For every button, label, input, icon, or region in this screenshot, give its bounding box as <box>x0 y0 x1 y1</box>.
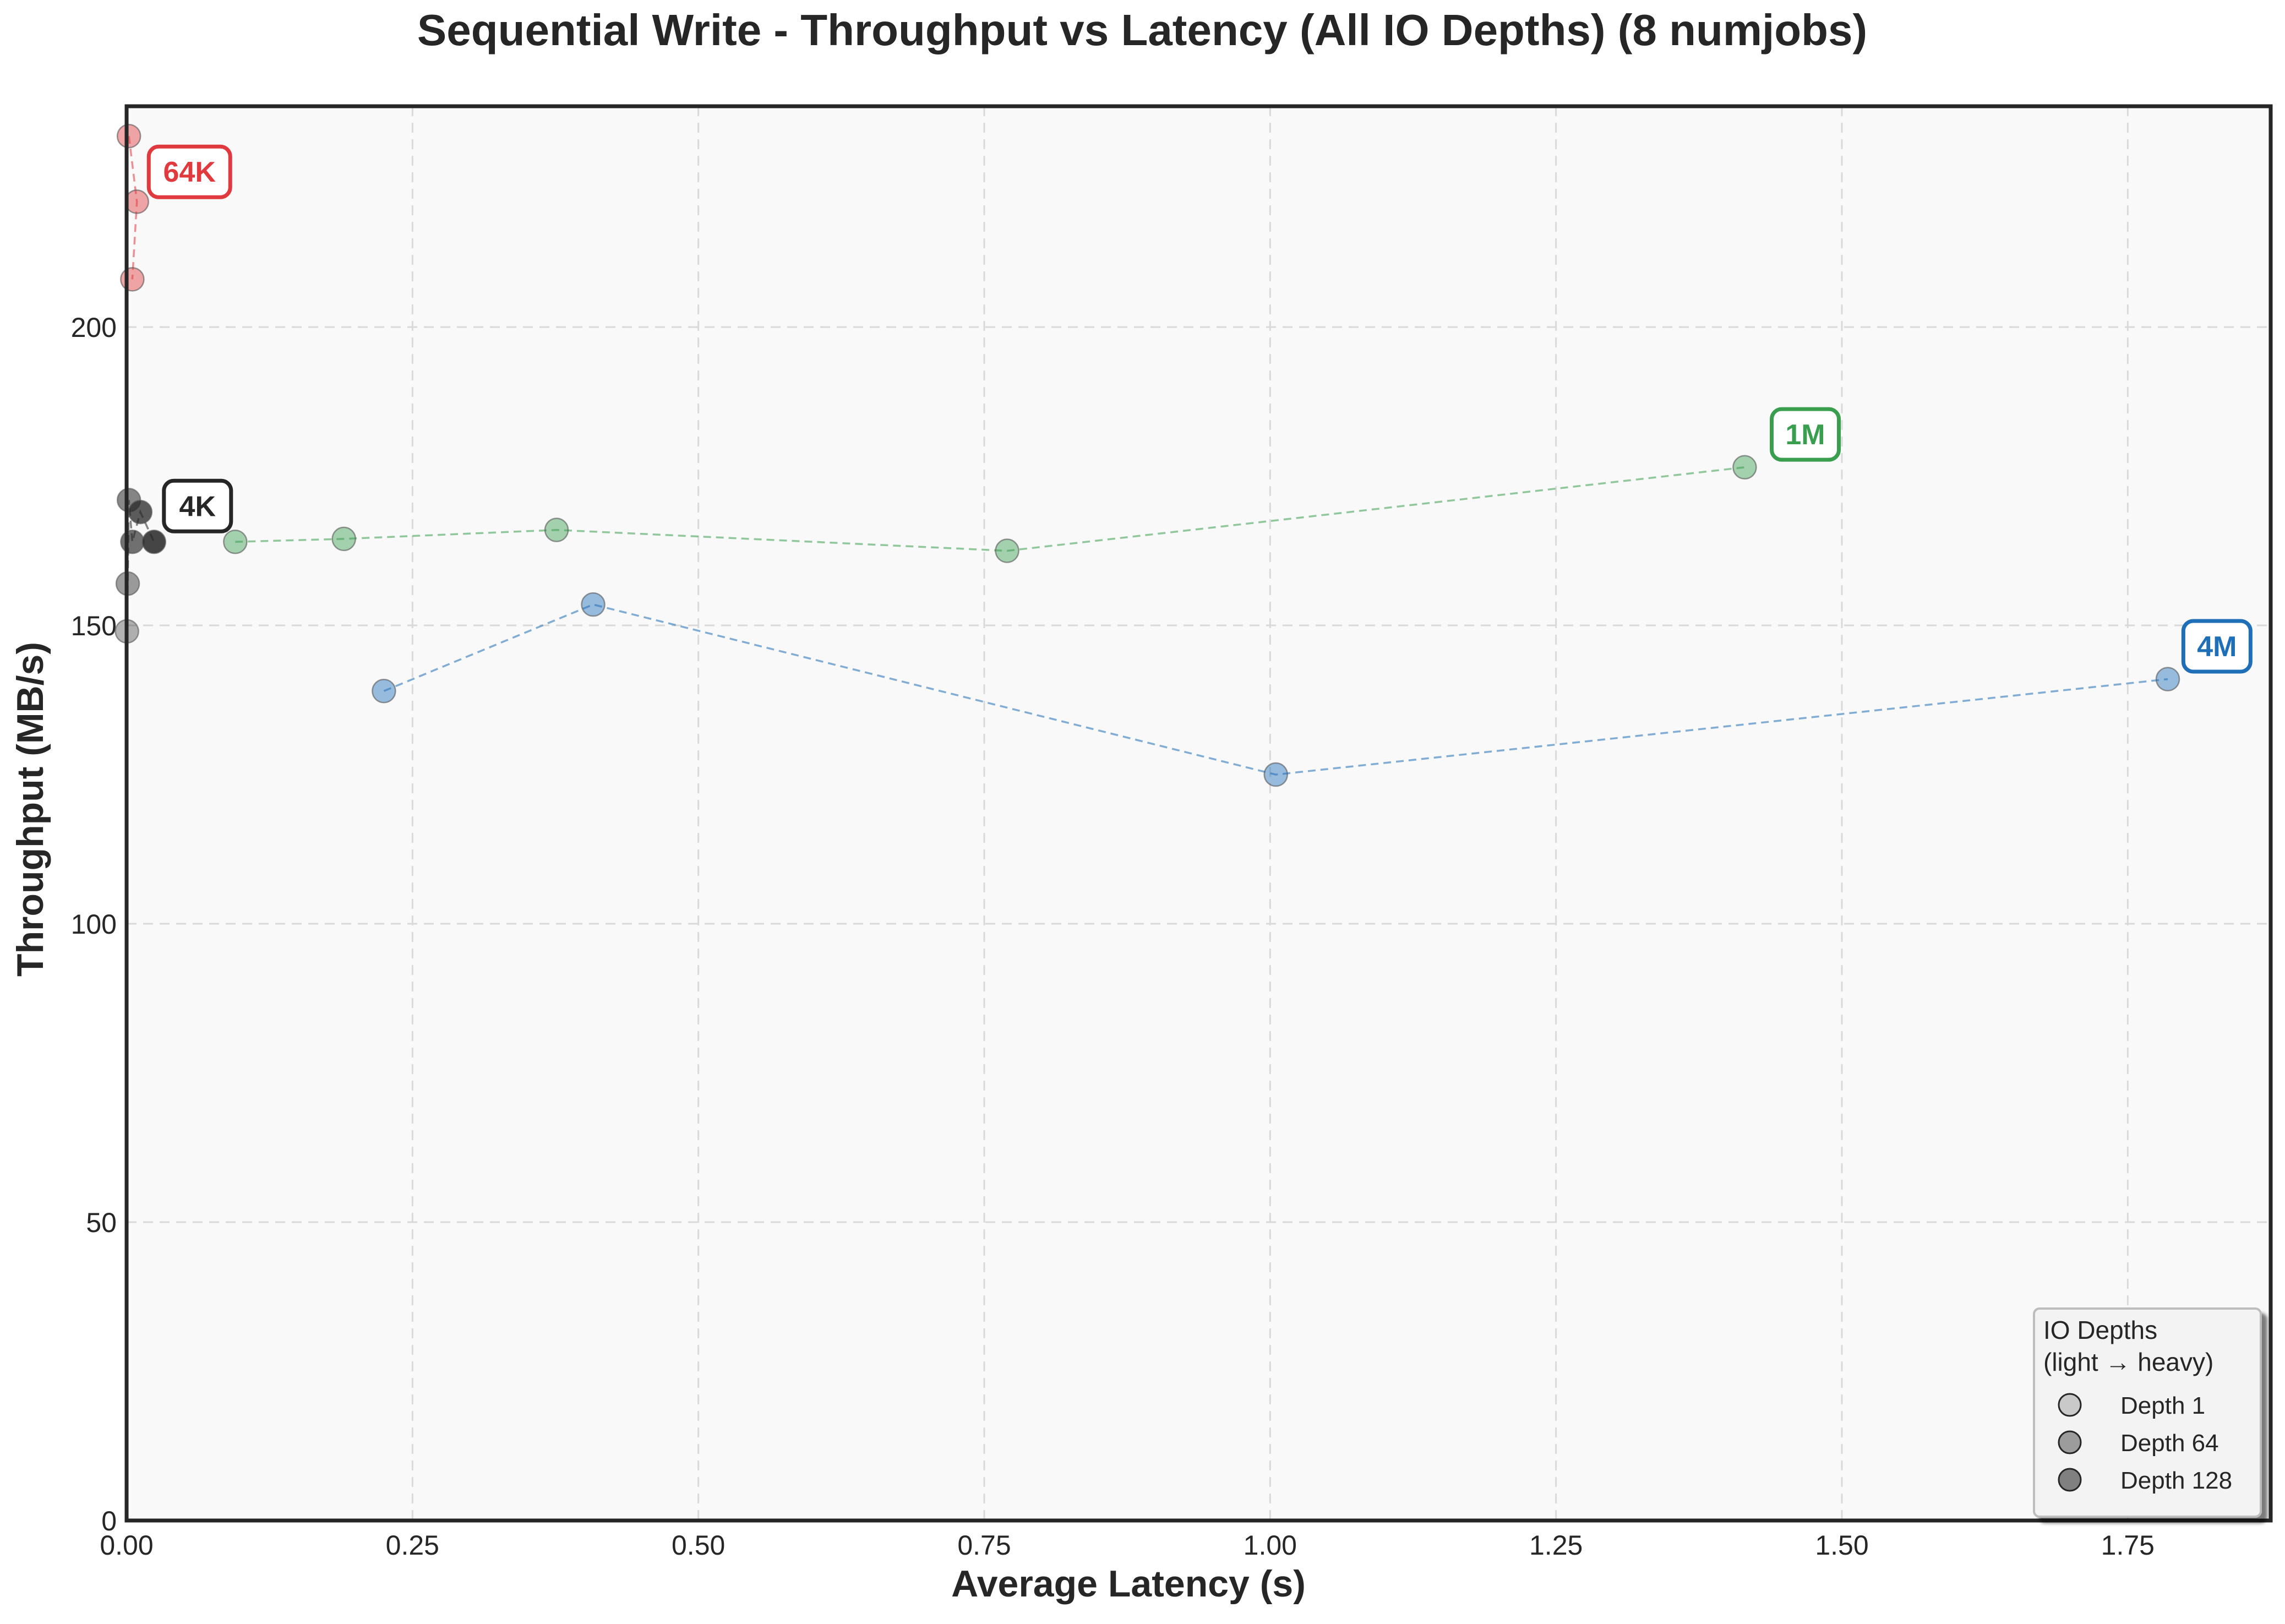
series-label-4m: 4M <box>2181 619 2253 674</box>
y-axis-label: Throughput (MB/s) <box>9 642 51 977</box>
data-point <box>128 499 153 525</box>
data-point <box>544 517 569 542</box>
data-point <box>2155 667 2180 691</box>
legend-subtitle: (light → heavy) <box>2043 1348 2213 1376</box>
axis-ticks: 0.00 0.25 0.50 0.75 1.00 1.25 1.50 1.75 0 50 100 15… <box>71 312 2155 1561</box>
data-point <box>124 189 149 214</box>
plot-frame <box>124 104 2273 1523</box>
legend-entry: Depth 64 <box>2058 1430 2219 1457</box>
data-point <box>581 592 606 617</box>
data-point <box>1263 762 1288 787</box>
data-point <box>331 526 356 552</box>
data-series <box>114 123 2180 787</box>
legend: IO Depths (light → heavy) Depth 1 Depth 6… <box>2033 1307 2262 1518</box>
data-point <box>1732 455 1757 480</box>
chart-title: Sequential Write - Throughput vs Latency… <box>417 6 1867 55</box>
x-tick-label: 1.75 <box>2101 1530 2155 1561</box>
legend-label: Depth 1 <box>2120 1392 2205 1419</box>
x-tick-label: 0.25 <box>386 1530 439 1561</box>
plot-area <box>127 106 2271 1521</box>
legend-label: Depth 64 <box>2120 1430 2219 1457</box>
x-tick-label: 1.00 <box>1244 1530 1297 1561</box>
legend-box <box>2033 1307 2262 1518</box>
x-tick-label: 0.75 <box>957 1530 1011 1561</box>
series-1m <box>223 455 1757 563</box>
series-label-text: 4M <box>2197 631 2237 663</box>
series-label-64k: 64K <box>146 144 232 199</box>
data-point <box>120 267 145 292</box>
legend-title: IO Depths <box>2043 1316 2157 1344</box>
x-tick-label: 1.50 <box>1815 1530 1868 1561</box>
y-tick-label: 0 <box>101 1506 117 1536</box>
data-point <box>141 530 167 554</box>
data-point <box>120 530 145 554</box>
series-label-box <box>162 478 233 533</box>
x-axis-label: Average Latency (s) <box>951 1563 1306 1605</box>
series-4m <box>372 592 2180 787</box>
data-point <box>372 679 396 704</box>
series-label-text: 64K <box>163 156 216 188</box>
y-tick-label: 100 <box>71 909 117 940</box>
legend-marker <box>2058 1430 2082 1454</box>
series-label-text: 1M <box>1785 419 1825 451</box>
legend-marker <box>2058 1468 2082 1492</box>
legend-entry: Depth 128 <box>2058 1467 2232 1494</box>
series-label-box <box>1770 407 1841 462</box>
x-tick-label: 1.25 <box>1529 1530 1583 1561</box>
series-label-text: 4K <box>179 491 216 522</box>
y-tick-label: 150 <box>71 611 117 641</box>
series-annotations: 64K 4K 1M 4M <box>146 144 2253 674</box>
series-line <box>235 466 1745 552</box>
legend-entry: Depth 1 <box>2058 1392 2205 1419</box>
series-label-1m: 1M <box>1770 407 1841 462</box>
series-line <box>128 135 138 280</box>
x-tick-label: 0.00 <box>100 1530 153 1561</box>
series-label-box <box>146 144 232 199</box>
x-tick-label: 0.50 <box>672 1530 725 1561</box>
data-point <box>116 123 141 149</box>
data-point <box>995 538 1019 563</box>
legend-label: Depth 128 <box>2120 1467 2232 1494</box>
series-label-4k: 4K <box>162 478 233 533</box>
legend-marker <box>2058 1393 2082 1417</box>
y-tick-label: 200 <box>71 312 117 343</box>
series-label-box <box>2181 619 2253 674</box>
data-point <box>223 530 248 554</box>
y-tick-label: 50 <box>86 1207 117 1238</box>
